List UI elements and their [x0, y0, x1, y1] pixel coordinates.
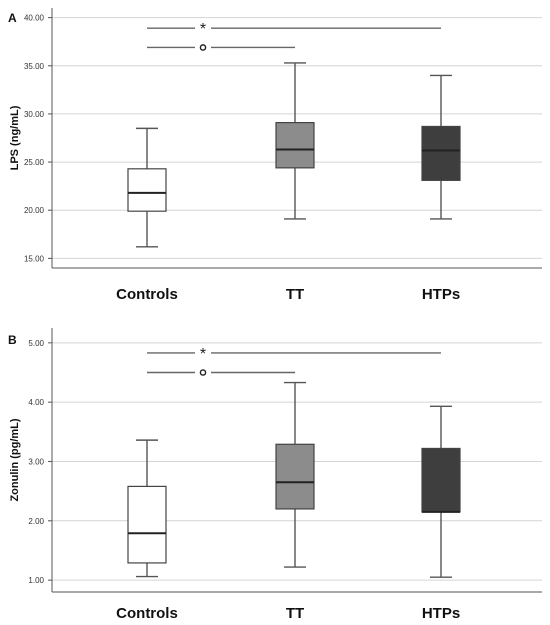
panel-b-y-ticks: 1.00 2.00 3.00 4.00 5.00 [28, 339, 52, 585]
panel-a-y-ticks: 15.00 20.00 25.00 30.00 35.00 40.00 [24, 14, 52, 263]
significance-circle-symbol [199, 44, 207, 51]
significance-circle-symbol [199, 369, 207, 376]
significance-asterisk-symbol: * [200, 346, 206, 363]
panel-b-boxes [127, 381, 461, 578]
panel-a-x-ticks: Controls TT HTPs [116, 286, 460, 303]
box-htps-iqr [421, 447, 461, 513]
panel-a-boxes [127, 62, 461, 248]
box-tt-iqr [275, 443, 315, 510]
y-tick-label: 30.00 [24, 110, 45, 119]
y-tick-label: 2.00 [28, 517, 44, 526]
y-tick-label: 4.00 [28, 398, 44, 407]
x-category-label-htps: HTPs [422, 286, 460, 303]
panel-b-annotations: * [147, 346, 441, 376]
significance-asterisk-symbol: * [200, 21, 206, 38]
panel-b-y-axis-label: Zonulin (pg/mL) [9, 418, 21, 501]
y-tick-label: 15.00 [24, 254, 45, 263]
box-controls-iqr [127, 485, 167, 564]
y-tick-label: 35.00 [24, 62, 45, 71]
y-tick-label: 25.00 [24, 158, 45, 167]
y-tick-label: 3.00 [28, 457, 44, 466]
y-tick-label: 1.00 [28, 576, 44, 585]
panel-a-annotations: * [147, 21, 441, 51]
box-htps-iqr [421, 125, 461, 181]
x-category-label-htps: HTPs [422, 605, 460, 622]
panel-b-label: B [8, 333, 17, 347]
x-category-label-controls: Controls [116, 286, 178, 303]
box-tt-iqr [275, 121, 315, 169]
y-tick-label: 20.00 [24, 206, 45, 215]
x-category-label-controls: Controls [116, 605, 178, 622]
panel-a-y-axis-label: LPS (ng/mL) [9, 105, 21, 170]
y-tick-label: 5.00 [28, 339, 44, 348]
box-controls-iqr [127, 168, 167, 212]
x-category-label-tt: TT [286, 605, 304, 622]
panel-a: A 15.00 20.00 25.00 30.00 35.00 40.00 LPS (ng… [8, 8, 542, 303]
panel-b-grid [52, 342, 542, 581]
panel-b-x-ticks: Controls TT HTPs [116, 605, 460, 622]
y-tick-label: 40.00 [24, 14, 45, 23]
x-category-label-tt: TT [286, 286, 304, 303]
panel-a-label: A [8, 11, 17, 25]
panel-b: B 1.00 2.00 3.00 4.00 5.00 Zonulin (pg/mL) *… [8, 328, 542, 622]
